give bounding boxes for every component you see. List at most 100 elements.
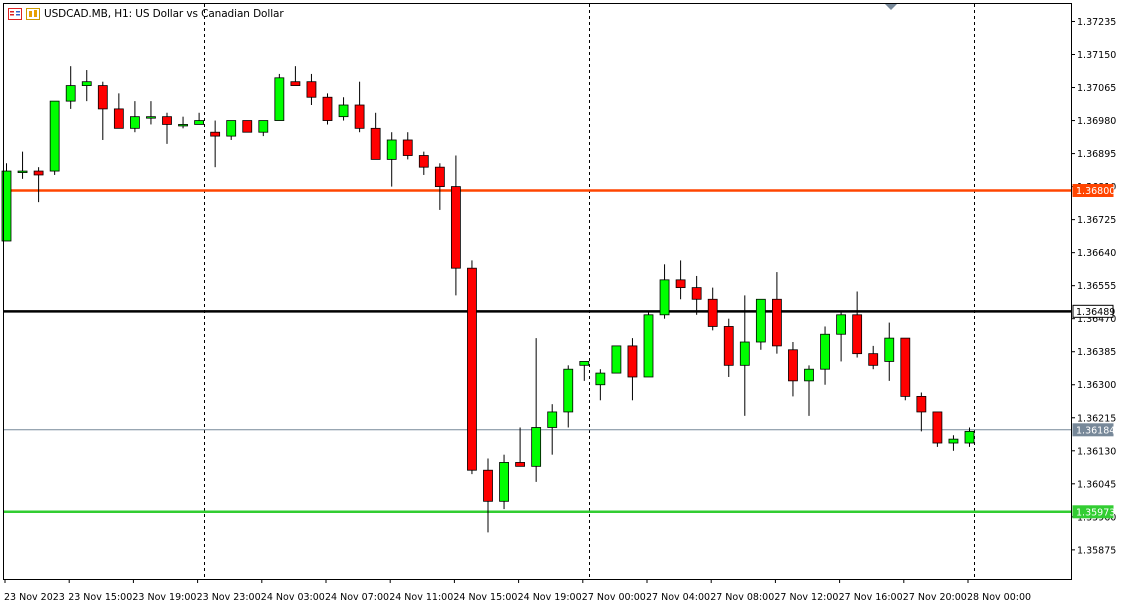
bear-candle-body [290,81,301,86]
candle [852,291,863,358]
pivot-price-label: 1.36489 [1072,304,1115,318]
candle [515,427,525,467]
bull-candle-body [146,116,156,119]
y-tick-label: 1.36640 [1077,248,1116,259]
bear-candle-body [322,96,333,121]
chart-shift-marker-icon[interactable] [885,4,897,10]
x-tick-label: 27 Nov 16:00 [839,592,903,603]
candle [258,120,269,137]
candle [210,120,221,168]
bear-candle-body [515,462,525,467]
candle [1,163,12,242]
y-tick-label: 1.35875 [1077,545,1116,556]
price-label-text: 1.36800 [1076,186,1115,197]
candles-view-icon[interactable] [8,8,22,20]
bear-candle-body [900,337,911,397]
candle [290,66,301,86]
candle [755,298,766,350]
horizontal-lines [4,189,1071,514]
bear-candle-body [707,298,718,327]
bid-price-label: 1.36184 [1072,423,1115,437]
plot-frame [3,3,1072,580]
candle [49,100,60,175]
bull-candle-body [258,120,269,133]
bull-candle-body [836,314,846,335]
bear-candle-body [434,166,445,188]
price-label-text: 1.36489 [1076,307,1115,318]
bear-candle-body [162,116,172,125]
bear-candle-body [113,108,124,129]
candle [434,163,445,210]
bear-candle-body [97,85,108,110]
bull-candle-body [129,116,140,129]
candle [338,97,349,121]
candle [836,310,846,362]
chart-title-bar: USDCAD.MB, H1: US Dollar vs Canadian Dol… [8,6,284,22]
bull-candle-body [81,81,92,86]
support-price-label: 1.35973 [1072,505,1115,519]
y-tick-label: 1.36980 [1077,116,1116,127]
bear-candle-body [868,353,879,366]
candle [707,287,718,331]
chart-symbol-title: USDCAD.MB, H1: US Dollar vs Canadian Dol… [44,8,284,20]
x-tick-label: 24 Nov 03:00 [261,592,325,603]
y-tick-label: 1.37235 [1077,17,1116,28]
bull-candle-body [49,100,60,172]
x-tick-label: 28 Nov 00:00 [967,592,1031,603]
bull-candle-body [499,462,509,502]
bear-candle-body [916,395,927,413]
candle [691,275,702,315]
bear-candle-body [788,349,798,382]
y-tick-label: 1.36895 [1077,149,1116,160]
price-axis[interactable]: 1.37235 1.37150 1.37065 1.36980 1.36895 1.368… [1071,17,1116,556]
bear-candle-body [691,287,702,300]
candle [274,73,285,121]
x-tick-label: 27 Nov 04:00 [646,592,710,603]
x-tick-label: 27 Nov 08:00 [710,592,774,603]
y-tick-label: 1.36300 [1077,380,1116,391]
bull-candle-body [948,438,959,444]
candle [772,272,782,354]
bull-candle-body [595,372,606,386]
candle [354,81,365,133]
candle [932,411,943,447]
candles [1,66,975,533]
bull-candle-body [194,120,205,125]
bull-candle-body [65,85,76,102]
y-tick-label: 1.37065 [1077,83,1116,94]
candle [194,112,205,125]
bull-candle-body [531,427,542,467]
bull-candle-body [563,368,574,413]
y-tick-label: 1.36045 [1077,479,1116,490]
candle [113,93,124,129]
y-tick-label: 1.37150 [1077,50,1116,61]
candle [499,454,509,510]
bull-candle-body [1,170,12,242]
time-axis[interactable]: 23 Nov 2023 23 Nov 15:00 23 Nov 19:00 23 No… [4,579,1031,603]
candle [563,365,574,428]
candle [964,427,975,447]
y-tick-label: 1.36555 [1077,281,1116,292]
candle [467,260,477,475]
x-tick-label: 23 Nov 15:00 [68,592,132,603]
bull-candle-body [386,139,397,160]
resistance-price-label: 1.36800 [1072,183,1115,197]
bull-candle-body [739,341,750,366]
bull-candle-body [17,170,28,173]
x-tick-label: 23 Nov 2023 [4,592,65,603]
x-tick-label: 24 Nov 11:00 [389,592,453,603]
candle [129,101,140,133]
candle [81,70,92,102]
candle [162,112,172,144]
y-tick-label: 1.36470 [1077,314,1116,325]
candle [370,112,381,160]
bear-candle-body [723,326,734,366]
candle [884,322,895,381]
bull-candle-body [547,411,558,428]
bull-candle-body [964,430,975,444]
price-label-box [1072,304,1114,318]
candle [547,404,558,455]
one-click-trading-icon[interactable] [26,8,40,20]
